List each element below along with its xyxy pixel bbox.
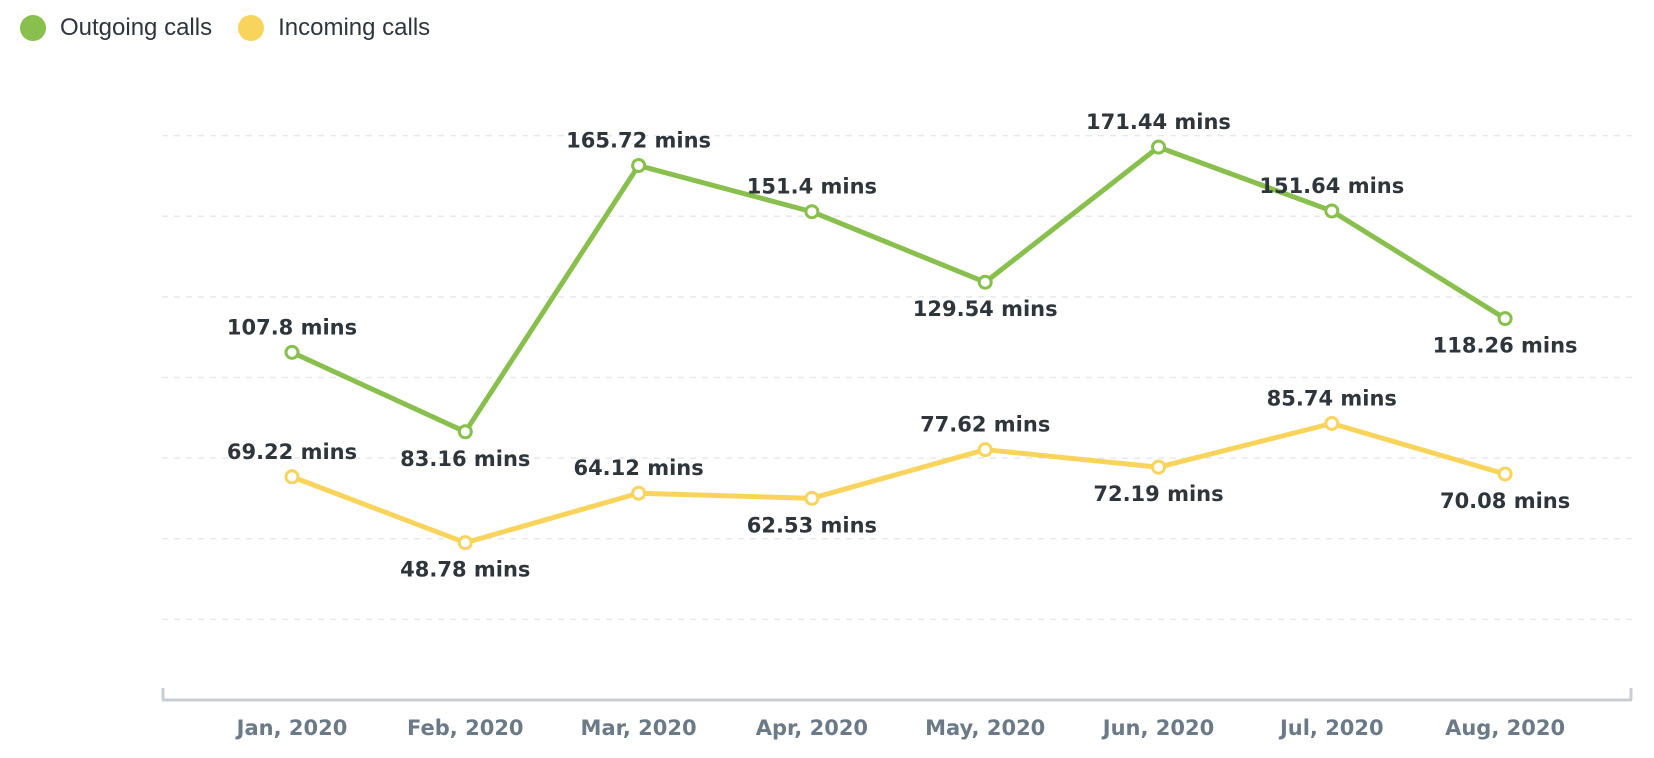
series-line-outgoing <box>289 144 1508 435</box>
data-point[interactable] <box>977 274 993 290</box>
data-point[interactable] <box>457 424 473 440</box>
data-label: 64.12 mins <box>573 456 703 480</box>
x-tick-label: May, 2020 <box>925 716 1045 740</box>
data-label: 62.53 mins <box>747 513 877 537</box>
data-point[interactable] <box>457 535 473 551</box>
x-tick-label: Mar, 2020 <box>581 716 697 740</box>
legend-item-outgoing[interactable]: Outgoing calls <box>20 14 212 42</box>
legend-label-incoming: Incoming calls <box>278 14 431 41</box>
data-label: 171.44 mins <box>1086 110 1231 134</box>
data-label: 83.16 mins <box>400 447 530 471</box>
data-point[interactable] <box>284 344 300 360</box>
legend-item-incoming[interactable]: Incoming calls <box>238 14 430 42</box>
x-tick-label: Jul, 2020 <box>1278 716 1384 740</box>
data-point[interactable] <box>631 158 647 174</box>
data-label: 70.08 mins <box>1440 489 1570 513</box>
legend-dot-outgoing <box>20 15 46 41</box>
data-point[interactable] <box>284 469 300 485</box>
x-tick-label: Apr, 2020 <box>756 716 868 740</box>
x-tick-label: Jan, 2020 <box>235 716 348 740</box>
legend-label-outgoing: Outgoing calls <box>60 14 213 41</box>
data-point[interactable] <box>1324 415 1340 431</box>
data-label: 151.64 mins <box>1259 174 1404 198</box>
data-label: 151.4 mins <box>747 175 877 199</box>
legend-dot-incoming <box>238 15 265 41</box>
data-label: 107.8 mins <box>227 315 357 339</box>
data-label: 69.22 mins <box>227 440 357 464</box>
data-point[interactable] <box>804 490 820 506</box>
data-point[interactable] <box>804 204 820 220</box>
series-line-incoming <box>289 420 1508 546</box>
legend: Outgoing calls Incoming calls <box>20 14 430 42</box>
data-point[interactable] <box>1324 203 1340 219</box>
data-point[interactable] <box>1151 459 1166 475</box>
data-label: 85.74 mins <box>1267 386 1397 410</box>
data-label: 48.78 mins <box>400 558 530 582</box>
data-label: 72.19 mins <box>1093 482 1223 506</box>
data-label: 77.62 mins <box>920 413 1050 437</box>
data-label: 118.26 mins <box>1433 334 1578 358</box>
data-point[interactable] <box>1151 139 1166 155</box>
data-label: 165.72 mins <box>566 129 711 153</box>
x-tick-label: Jun, 2020 <box>1101 716 1214 740</box>
data-point[interactable] <box>977 442 993 458</box>
x-tick-label: Feb, 2020 <box>407 716 524 740</box>
data-point[interactable] <box>631 485 647 501</box>
data-point[interactable] <box>1497 311 1513 327</box>
data-label: 129.54 mins <box>913 297 1058 321</box>
x-tick-label: Aug, 2020 <box>1445 716 1565 740</box>
data-point[interactable] <box>1497 466 1513 482</box>
